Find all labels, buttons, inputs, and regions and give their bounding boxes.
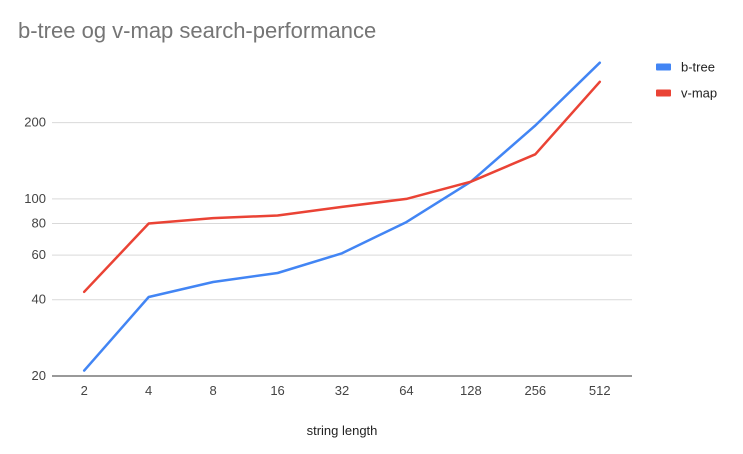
x-tick-label: 16	[270, 383, 284, 398]
y-tick-label: 80	[32, 215, 46, 230]
x-tick-label: 4	[145, 383, 152, 398]
y-tick-label: 200	[24, 115, 46, 130]
x-tick-label: 64	[399, 383, 413, 398]
x-tick-label: 32	[335, 383, 349, 398]
series-line-v-map	[82, 80, 602, 294]
legend-label: b-tree	[681, 60, 715, 75]
x-axis-label: string length	[307, 423, 378, 438]
y-tick-label: 40	[32, 292, 46, 307]
chart-title: b-tree og v-map search-performance	[18, 18, 376, 43]
x-tick-label: 8	[209, 383, 216, 398]
series-line-b-tree	[82, 61, 602, 372]
legend-swatch	[656, 89, 671, 97]
x-tick-label: 128	[460, 383, 482, 398]
y-tick-label: 100	[24, 191, 46, 206]
y-tick-label: 60	[32, 247, 46, 262]
legend-swatch	[656, 63, 671, 71]
legend-label: v-map	[681, 86, 717, 101]
y-tick-label: 20	[32, 368, 46, 383]
x-tick-label: 2	[81, 383, 88, 398]
x-tick-label: 256	[524, 383, 546, 398]
x-tick-label: 512	[589, 383, 611, 398]
